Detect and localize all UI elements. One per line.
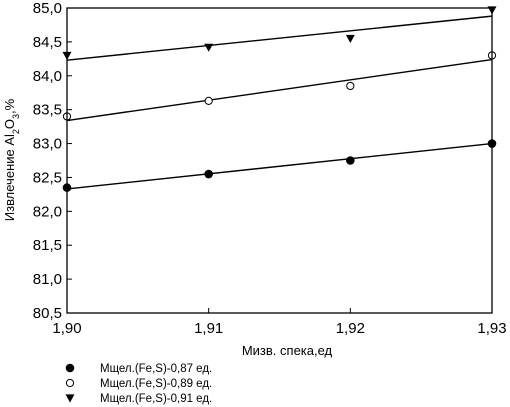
data-point-series-2 [204, 96, 213, 105]
x-tick-label: 1,90 [52, 320, 81, 337]
x-axis-ticks: 1,90 1,91 1,92 1,93 [52, 308, 507, 337]
legend-label-series-2: Мщел.(Fe,S)-0,89 ед. [100, 378, 212, 390]
x-tick-label: 1,92 [336, 320, 365, 337]
y-tick-label: 83,0 [33, 136, 62, 153]
data-point-series-1 [204, 169, 213, 179]
y-tick-label: 81,0 [33, 271, 62, 288]
fit-line-series-1 [66, 142, 493, 190]
x-tick-label: 1,91 [194, 320, 223, 337]
y-tick-label: 84,0 [33, 68, 62, 85]
legend-label-series-1: Мщел.(Fe,S)-0,87 ед. [100, 363, 212, 375]
y-axis-ticks: 80,5 81,0 81,5 82,0 82,5 83,0 83,5 84,0 84,5 85,0 [33, 0, 72, 322]
y-axis-label: Извлечение Al2O3,% [2, 98, 21, 221]
fit-line-series-2 [66, 58, 493, 122]
y-tick-label: 83,5 [33, 102, 62, 119]
fit-line-series-3 [66, 15, 493, 61]
plot-frame [66, 7, 493, 314]
y-label-text: Извлечение Al [2, 134, 17, 221]
y-label-subscript: 2 [11, 129, 21, 134]
fit-lines [66, 15, 493, 190]
data-point-series-2 [346, 81, 355, 91]
x-axis-label: Мизв. спека,ед [242, 343, 333, 358]
legend-marker-series-3 [65, 394, 75, 403]
y-label-subscript: 3 [11, 114, 21, 119]
data-point-series-3 [204, 43, 214, 52]
x-tick-label: 1,93 [477, 320, 506, 337]
legend-marker-series-1 [65, 363, 75, 373]
y-label-text: ,% [2, 98, 17, 114]
y-label-text: O [2, 119, 17, 129]
legend: Мщел.(Fe,S)-0,87 ед. Мщел.(Fe,S)-0,89 ед.… [65, 363, 212, 405]
data-point-series-3 [345, 34, 355, 43]
legend-marker-series-2 [65, 378, 75, 388]
data-points [62, 6, 497, 192]
legend-label-series-3: Мщел.(Fe,S)-0,91 ед. [100, 393, 212, 405]
y-tick-label: 82,0 [33, 203, 62, 220]
y-tick-label: 84,5 [33, 34, 62, 51]
y-tick-label: 80,5 [33, 305, 62, 322]
data-point-series-1 [346, 156, 355, 165]
y-tick-label: 85,0 [33, 0, 62, 17]
y-tick-label: 81,5 [33, 237, 62, 254]
y-tick-label: 82,5 [33, 169, 62, 186]
